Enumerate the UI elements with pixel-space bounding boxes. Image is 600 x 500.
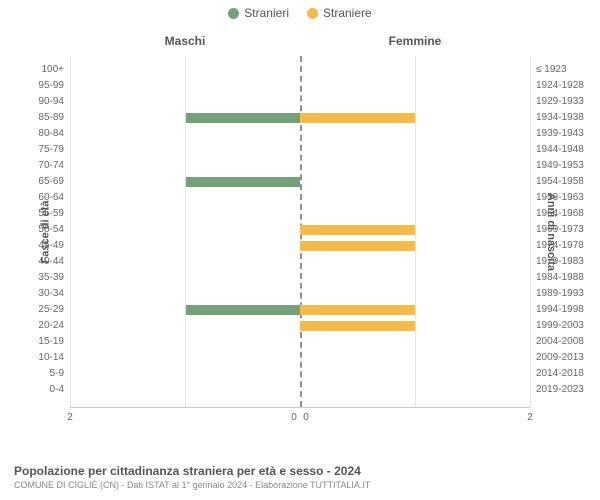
swatch-stranieri	[228, 8, 239, 19]
gridline	[70, 56, 71, 407]
legend-label-straniere: Straniere	[323, 6, 372, 20]
year-label: 1999-2003	[536, 318, 600, 334]
pyramid-row	[70, 254, 530, 270]
x-tick: 2	[527, 412, 533, 423]
year-label: 1949-1953	[536, 158, 600, 174]
pyramid-row	[70, 94, 530, 110]
pyramid-row	[70, 62, 530, 78]
year-label: 1934-1938	[536, 110, 600, 126]
legend: Stranieri Straniere	[0, 0, 600, 20]
bar-female	[300, 305, 415, 315]
age-label: 20-24	[2, 318, 64, 334]
age-label: 45-49	[2, 238, 64, 254]
bar-female	[300, 225, 415, 235]
pyramid-row	[70, 382, 530, 398]
age-label: 55-59	[2, 206, 64, 222]
age-label: 80-84	[2, 126, 64, 142]
column-title-maschi: Maschi	[70, 34, 300, 48]
year-label: 1924-1928	[536, 78, 600, 94]
x-tick: 2	[67, 412, 73, 423]
bar-female	[300, 241, 415, 251]
pyramid-row	[70, 206, 530, 222]
year-label: 1979-1983	[536, 254, 600, 270]
year-label: 2004-2008	[536, 334, 600, 350]
year-label: 1984-1988	[536, 270, 600, 286]
pyramid-row	[70, 142, 530, 158]
age-label: 30-34	[2, 286, 64, 302]
column-title-femmine: Femmine	[300, 34, 530, 48]
pyramid-row	[70, 318, 530, 334]
pyramid-row	[70, 110, 530, 126]
age-label: 60-64	[2, 190, 64, 206]
year-label: 1944-1948	[536, 142, 600, 158]
age-label: 90-94	[2, 94, 64, 110]
pyramid-row	[70, 350, 530, 366]
age-label: 85-89	[2, 110, 64, 126]
pyramid-row	[70, 158, 530, 174]
age-label: 65-69	[2, 174, 64, 190]
pyramid-row	[70, 286, 530, 302]
year-label: 1954-1958	[536, 174, 600, 190]
x-tick: 0	[303, 412, 309, 423]
pyramid-row	[70, 190, 530, 206]
age-label: 70-74	[2, 158, 64, 174]
year-label: 1929-1933	[536, 94, 600, 110]
chart-subtitle: COMUNE DI CIGLIÈ (CN) - Dati ISTAT al 1°…	[14, 480, 370, 490]
gridline	[415, 56, 416, 407]
age-label: 15-19	[2, 334, 64, 350]
age-label: 0-4	[2, 382, 64, 398]
legend-item-straniere: Straniere	[307, 6, 372, 20]
year-label: ≤ 1923	[536, 62, 600, 78]
gridline	[185, 56, 186, 407]
pyramid-row	[70, 78, 530, 94]
pyramid-row	[70, 366, 530, 382]
legend-label-stranieri: Stranieri	[244, 6, 289, 20]
year-label: 1969-1973	[536, 222, 600, 238]
pyramid-row	[70, 222, 530, 238]
bar-male	[185, 305, 300, 315]
year-label: 2009-2013	[536, 350, 600, 366]
year-label: 2019-2023	[536, 382, 600, 398]
x-tick: 0	[291, 412, 297, 423]
year-label: 2014-2018	[536, 366, 600, 382]
age-label: 25-29	[2, 302, 64, 318]
bar-male	[185, 177, 300, 187]
year-label: 1959-1963	[536, 190, 600, 206]
plot-area: Fasce di età Anni di nascita 100+≤ 19239…	[70, 56, 530, 408]
year-label: 1974-1978	[536, 238, 600, 254]
age-label: 100+	[2, 62, 64, 78]
age-label: 10-14	[2, 350, 64, 366]
age-label: 40-44	[2, 254, 64, 270]
chart-title: Popolazione per cittadinanza straniera p…	[14, 464, 370, 478]
population-pyramid: Maschi Femmine Fasce di età Anni di nasc…	[70, 28, 530, 438]
year-label: 1994-1998	[536, 302, 600, 318]
pyramid-row	[70, 126, 530, 142]
gridline	[530, 56, 531, 407]
year-label: 1939-1943	[536, 126, 600, 142]
pyramid-row	[70, 238, 530, 254]
swatch-straniere	[307, 8, 318, 19]
pyramid-row	[70, 334, 530, 350]
pyramid-row	[70, 174, 530, 190]
age-label: 5-9	[2, 366, 64, 382]
pyramid-row	[70, 302, 530, 318]
age-label: 35-39	[2, 270, 64, 286]
age-label: 75-79	[2, 142, 64, 158]
pyramid-row	[70, 270, 530, 286]
year-label: 1964-1968	[536, 206, 600, 222]
chart-footer: Popolazione per cittadinanza straniera p…	[14, 464, 370, 490]
age-label: 50-54	[2, 222, 64, 238]
year-label: 1989-1993	[536, 286, 600, 302]
bar-female	[300, 321, 415, 331]
bar-female	[300, 113, 415, 123]
age-label: 95-99	[2, 78, 64, 94]
bar-male	[185, 113, 300, 123]
legend-item-stranieri: Stranieri	[228, 6, 289, 20]
